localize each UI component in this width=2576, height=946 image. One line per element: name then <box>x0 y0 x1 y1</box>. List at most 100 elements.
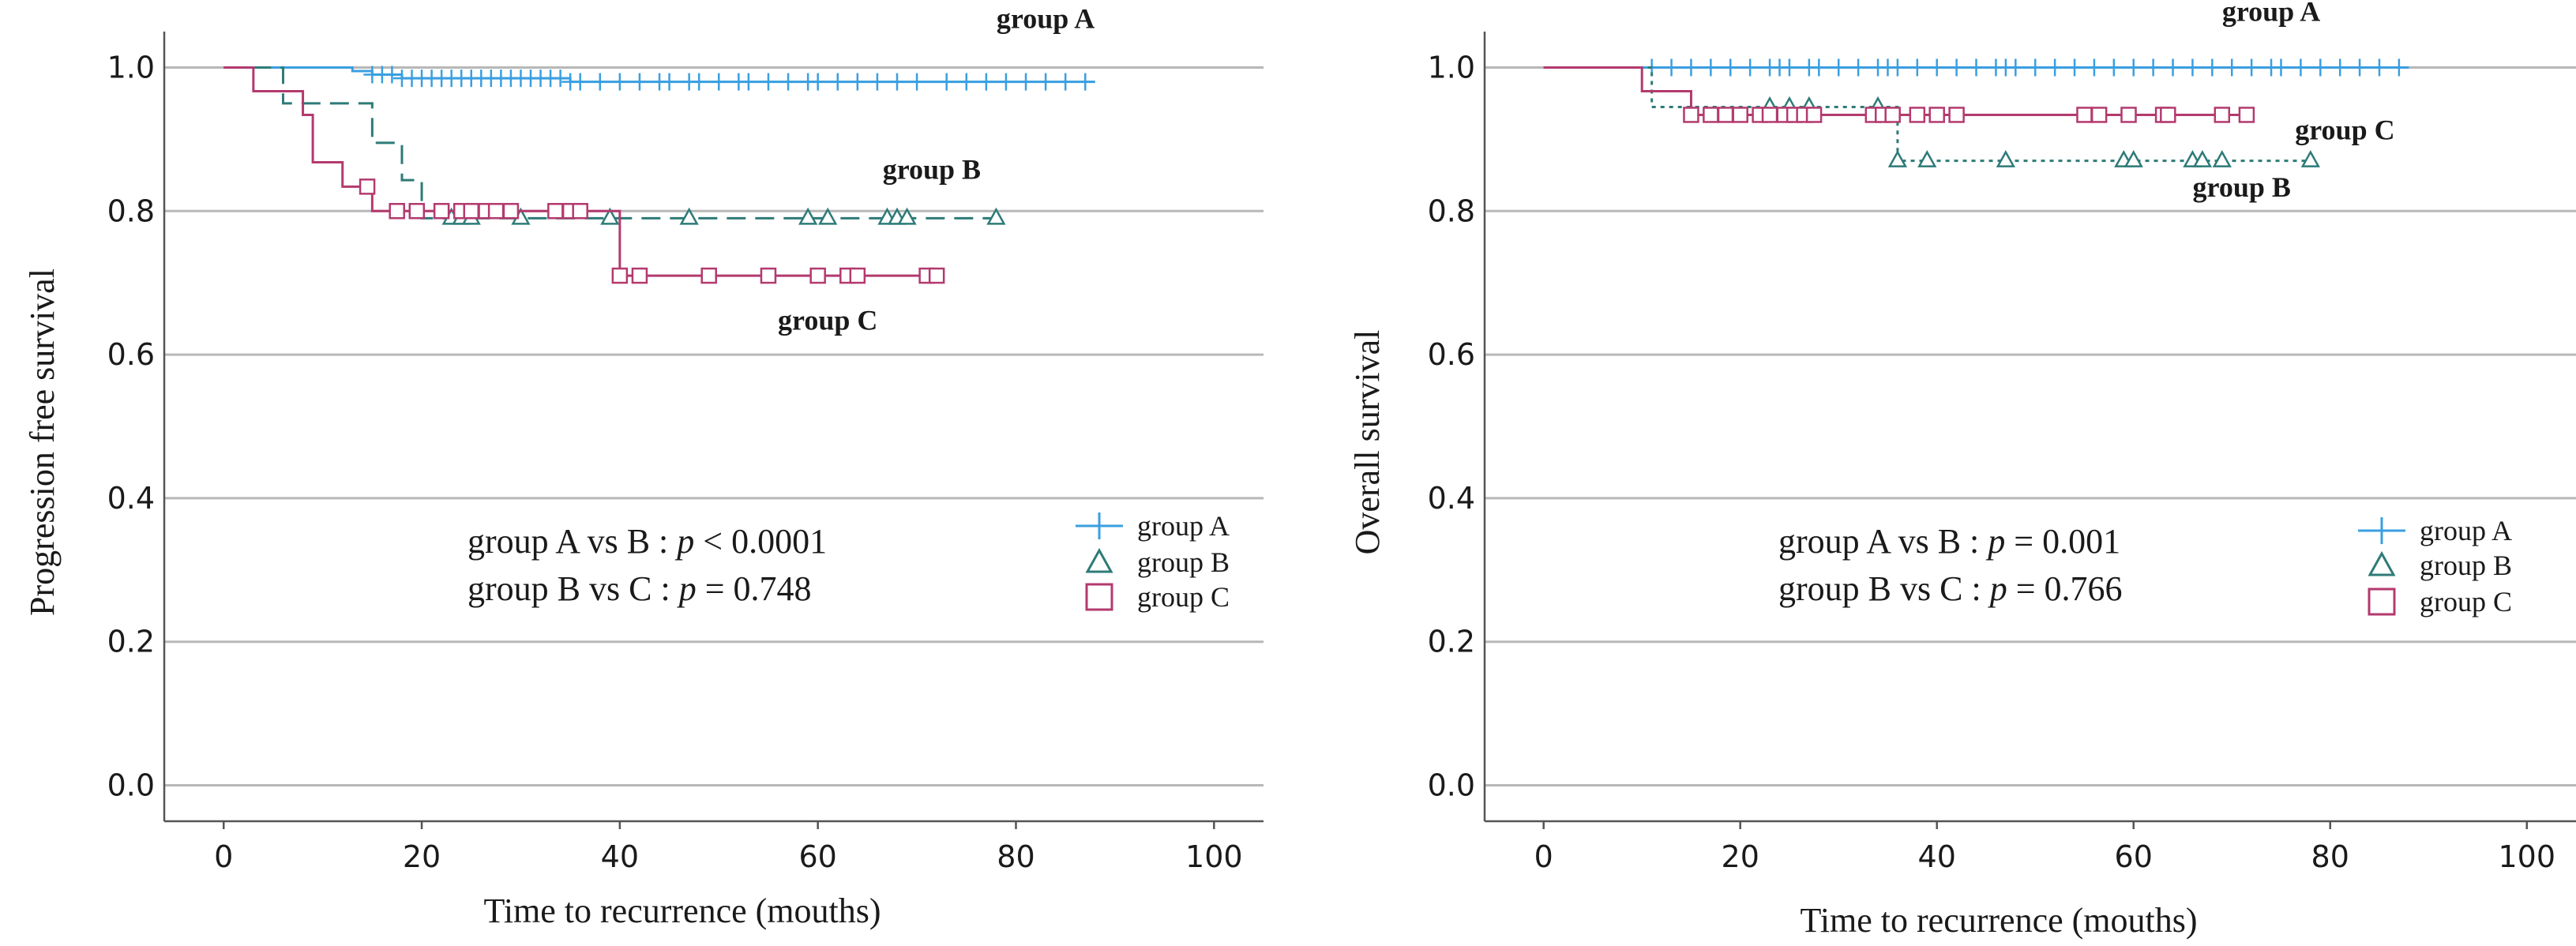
censor-mark <box>868 73 886 91</box>
censor-mark <box>551 69 569 88</box>
legend-marker <box>1085 583 1113 611</box>
legend-label: group A <box>2420 515 2512 546</box>
censor-mark <box>1888 58 1906 77</box>
censor-mark <box>2390 58 2408 77</box>
censor-mark <box>1947 58 1966 77</box>
legend-label: group C <box>1137 581 1230 613</box>
censor-mark <box>2046 58 2064 77</box>
annotation-value: = 0.766 <box>2007 569 2123 608</box>
p-value-annotation: group A vs B : p = 0.001 <box>1778 522 2120 561</box>
legend-label: group B <box>2420 550 2512 581</box>
censor-mark <box>2351 58 2369 77</box>
censor-mark <box>937 73 956 91</box>
censor-mark <box>957 73 975 91</box>
group-label: group A <box>997 2 1095 34</box>
censor-mark <box>600 207 620 225</box>
annotation-value: = 0.748 <box>697 569 812 608</box>
os-chart-panel: 0.0 0.2 0.4 0.6 0.8 1.0 0 20 40 60 80 100 Time to re… <box>1348 0 2576 940</box>
series-group-a: group A <box>1543 0 2409 77</box>
censor-mark <box>1780 58 1798 77</box>
x-tick-label: 20 <box>403 839 441 874</box>
series-group-b: group B <box>223 66 1006 225</box>
censor-mark <box>1683 107 1699 123</box>
series-group-b: group B <box>1543 66 2320 203</box>
censor-mark <box>611 267 629 284</box>
censor-mark <box>2292 58 2310 77</box>
censor-mark <box>2300 150 2320 167</box>
x-tick-label: 0 <box>1534 839 1553 874</box>
censor-mark <box>2370 58 2388 77</box>
censor-mark <box>2238 107 2255 123</box>
censor-mark <box>2160 107 2176 123</box>
x-tick-label: 100 <box>2498 839 2555 874</box>
censor-mark <box>1076 73 1095 91</box>
censor-mark <box>928 267 945 284</box>
censor-mark <box>1909 107 1926 123</box>
censor-mark <box>1928 58 1946 77</box>
censor-mark <box>818 207 838 225</box>
censor-mark <box>1805 107 1823 123</box>
censor-mark <box>1662 58 1680 77</box>
censor-mark <box>1967 58 1985 77</box>
x-tick-label: 60 <box>2115 839 2153 874</box>
censor-mark <box>487 203 505 220</box>
group-label: group A <box>2222 0 2320 27</box>
censor-mark <box>1722 58 1740 77</box>
x-tick-label: 0 <box>214 839 233 874</box>
censor-mark <box>1761 107 1778 123</box>
censor-mark <box>408 203 426 220</box>
censor-mark <box>2212 150 2232 167</box>
censor-mark <box>1849 58 1868 77</box>
censor-mark <box>690 73 708 91</box>
y-tick-label: 0.6 <box>107 337 155 372</box>
y-tick-label: 0.0 <box>107 768 155 803</box>
censor-mark <box>2007 58 2025 77</box>
group-label: group B <box>2192 171 2290 203</box>
censor-mark <box>2214 107 2231 123</box>
censor-mark <box>1702 58 1720 77</box>
censor-mark <box>610 73 629 91</box>
y-tick-label: 0.2 <box>107 625 155 659</box>
censor-mark <box>679 207 699 225</box>
y-tick-label: 0.4 <box>107 481 155 516</box>
censor-mark <box>1017 73 1035 91</box>
y-tick-label: 0.2 <box>1428 625 1475 659</box>
censor-mark <box>463 203 480 220</box>
censor-mark <box>710 73 728 91</box>
annotation-value: < 0.0001 <box>694 522 827 561</box>
censor-mark <box>908 73 926 91</box>
censor-mark <box>631 267 648 284</box>
censor-mark <box>700 267 717 284</box>
censor-mark <box>1908 58 1926 77</box>
censor-mark <box>389 203 405 220</box>
group-label: group B <box>883 153 981 185</box>
group-label: group C <box>778 304 877 336</box>
censor-mark <box>798 207 818 225</box>
y-tick-label: 0.0 <box>1428 768 1475 803</box>
censor-mark <box>1928 107 1945 123</box>
censor-mark <box>2144 58 2162 77</box>
x-tick-label: 40 <box>601 839 639 874</box>
censor-mark <box>1830 58 1848 77</box>
censor-mark <box>2164 58 2182 77</box>
annotation-p: p <box>1985 522 2005 561</box>
censor-mark <box>888 73 906 91</box>
x-axis-title: Time to recurrence (mouths) <box>1800 901 2197 940</box>
y-tick-label: 1.0 <box>1428 50 1475 84</box>
annotation-p: p <box>674 522 694 561</box>
annotation-p: p <box>677 569 697 608</box>
group-label: group C <box>2295 114 2394 145</box>
x-tick-label: 80 <box>997 839 1035 874</box>
series-group-a: group A <box>223 2 1095 91</box>
legend-marker <box>2368 587 2396 616</box>
censor-mark <box>2124 58 2142 77</box>
censor-mark <box>1057 73 1075 91</box>
censor-mark <box>1703 107 1719 123</box>
annotation-prefix: group B vs C : <box>468 569 679 608</box>
x-tick-label: 40 <box>1918 839 1956 874</box>
censor-mark <box>1887 150 1908 167</box>
censor-mark <box>2192 150 2213 167</box>
